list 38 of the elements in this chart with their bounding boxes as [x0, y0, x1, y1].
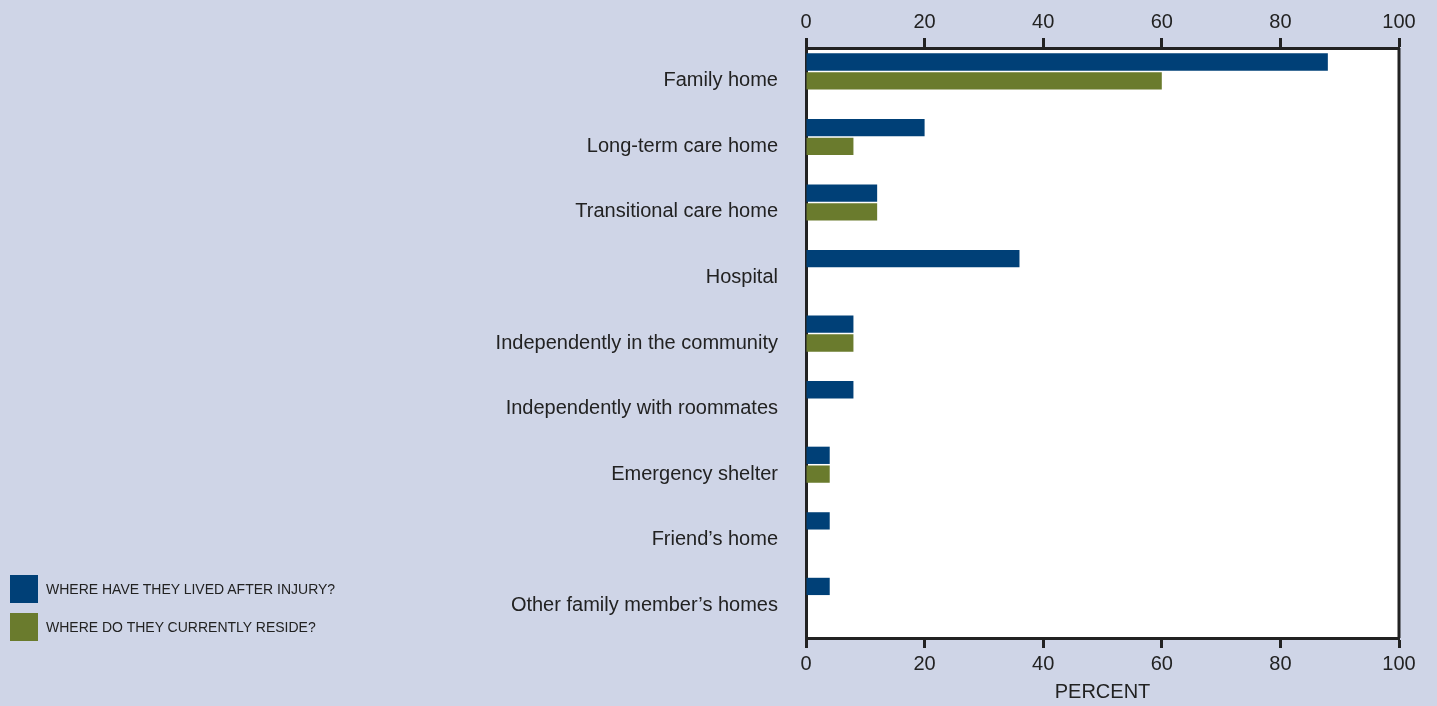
bar	[806, 465, 830, 483]
bar	[806, 72, 1162, 90]
y-tick-label: Family home	[663, 68, 778, 91]
x-tick-label: 40	[1032, 9, 1055, 32]
x-tick-label: 0	[800, 9, 812, 32]
bar	[806, 334, 854, 352]
x2-tick-label: 80	[1269, 651, 1292, 674]
bar	[806, 137, 854, 155]
x2-tick-label: 0	[800, 651, 812, 674]
y-tick-label: Independently with roommates	[505, 396, 778, 419]
y-tick-label: Friend’s home	[651, 527, 778, 550]
x2-tick-label: 100	[1382, 651, 1416, 674]
x-tick-label: 80	[1269, 9, 1292, 32]
x2-tick-label: 20	[913, 651, 936, 674]
bar	[806, 315, 854, 333]
x2-tick-label: 60	[1150, 651, 1173, 674]
bar	[806, 577, 830, 596]
bar	[806, 381, 854, 399]
bar	[806, 512, 830, 530]
bar	[806, 184, 878, 202]
legend-label: WHERE DO THEY CURRENTLY RESIDE?	[46, 619, 316, 635]
x2-tick-label: 40	[1032, 651, 1055, 674]
y-tick-label: Transitional care home	[575, 199, 778, 222]
x-axis-title: PERCENT	[1054, 679, 1151, 702]
x-tick-label: 100	[1382, 9, 1416, 32]
y-tick-label: Other family member’s homes	[510, 592, 778, 615]
bar	[806, 446, 830, 464]
y-tick-label: Long-term care home	[586, 133, 778, 156]
bar	[806, 53, 1328, 71]
y-tick-label: Hospital	[705, 264, 778, 287]
y-tick-label: Independently in the community	[495, 330, 778, 353]
legend-label: WHERE HAVE THEY LIVED AFTER INJURY?	[46, 581, 336, 597]
x-tick-label: 60	[1150, 9, 1173, 32]
bar	[806, 250, 1020, 268]
y-tick-label: Emergency shelter	[611, 461, 779, 484]
x-tick-label: 20	[913, 9, 936, 32]
bar	[806, 118, 925, 137]
bar	[806, 203, 878, 221]
